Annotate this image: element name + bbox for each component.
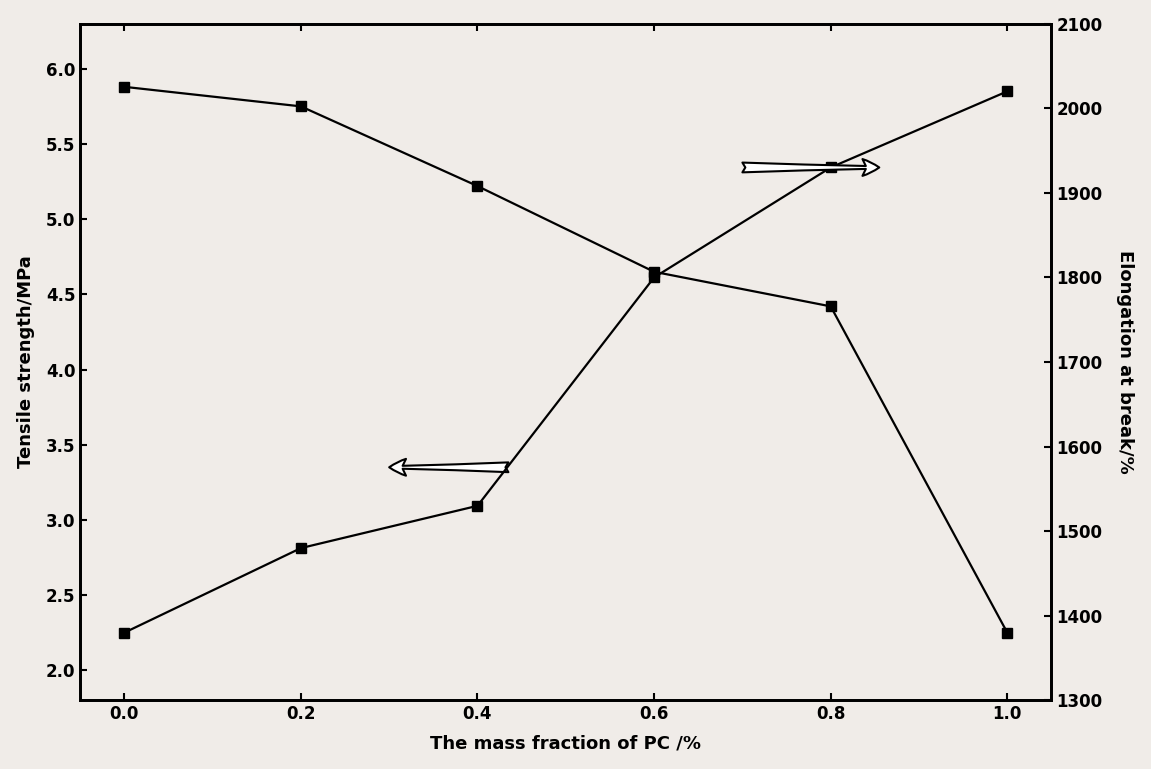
Y-axis label: Tensile strength/MPa: Tensile strength/MPa [16, 255, 35, 468]
X-axis label: The mass fraction of PC /%: The mass fraction of PC /% [430, 734, 701, 752]
Y-axis label: Elongation at break/%: Elongation at break/% [1116, 250, 1135, 474]
